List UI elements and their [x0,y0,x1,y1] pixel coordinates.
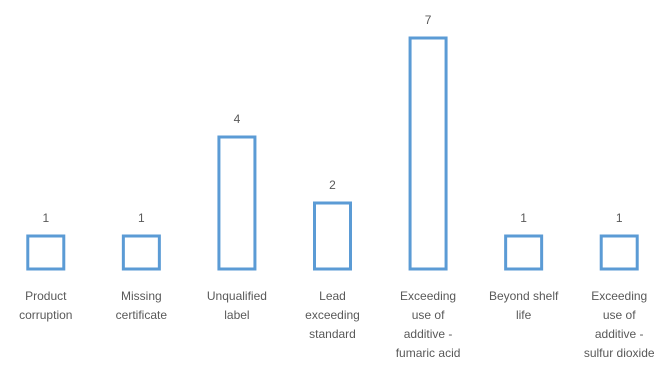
bar-0 [26,234,66,271]
category-label-line: Exceeding [400,289,456,303]
category-label-line: additive - [595,327,644,341]
category-label-line: corruption [19,308,72,322]
category-label-0: Product corruption [19,289,72,322]
category-label-line: use of [412,308,445,322]
category-label-line: exceeding [305,308,360,322]
category-label-1: Missing certificate [116,289,168,322]
category-label-5: Beyond shelf life [489,289,559,322]
category-label-line: certificate [116,308,168,322]
category-label-line: Beyond shelf [489,289,559,303]
bar-6 [599,234,639,271]
category-label-line: Unqualified [207,289,267,303]
data-label-0: 1 [42,211,49,225]
category-label-line: Lead [319,289,346,303]
bar-5 [504,234,544,271]
category-labels-layer: Product corruption Missing certificate Unqua… [19,289,655,360]
bar-3 [313,201,352,271]
bar-2 [217,135,257,271]
category-label-line: sulfur dioxide [584,346,655,360]
category-label-3: Lead exceeding standard [305,289,360,341]
data-label-6: 1 [616,211,623,225]
category-label-line: use of [603,308,636,322]
bar-4 [408,36,448,271]
bars-layer [26,36,639,271]
data-label-1: 1 [138,211,145,225]
category-label-4: Exceeding use of additive - fumaric acid [396,289,461,360]
category-label-line: Product [25,289,67,303]
data-label-2: 4 [234,112,241,126]
category-label-line: standard [309,327,356,341]
category-label-line: Exceeding [591,289,647,303]
data-labels-layer: 1 1 4 2 7 1 1 [42,13,622,225]
data-label-5: 1 [520,211,527,225]
data-label-4: 7 [425,13,432,27]
bar-1 [121,234,161,271]
category-label-line: fumaric acid [396,346,461,360]
category-label-2: Unqualified label [207,289,267,322]
category-label-6: Exceeding use of additive - sulfur dioxide [584,289,655,360]
data-label-3: 2 [329,178,336,192]
category-label-line: life [516,308,532,322]
category-label-line: additive - [404,327,453,341]
category-label-line: Missing [121,289,162,303]
category-label-line: label [224,308,249,322]
